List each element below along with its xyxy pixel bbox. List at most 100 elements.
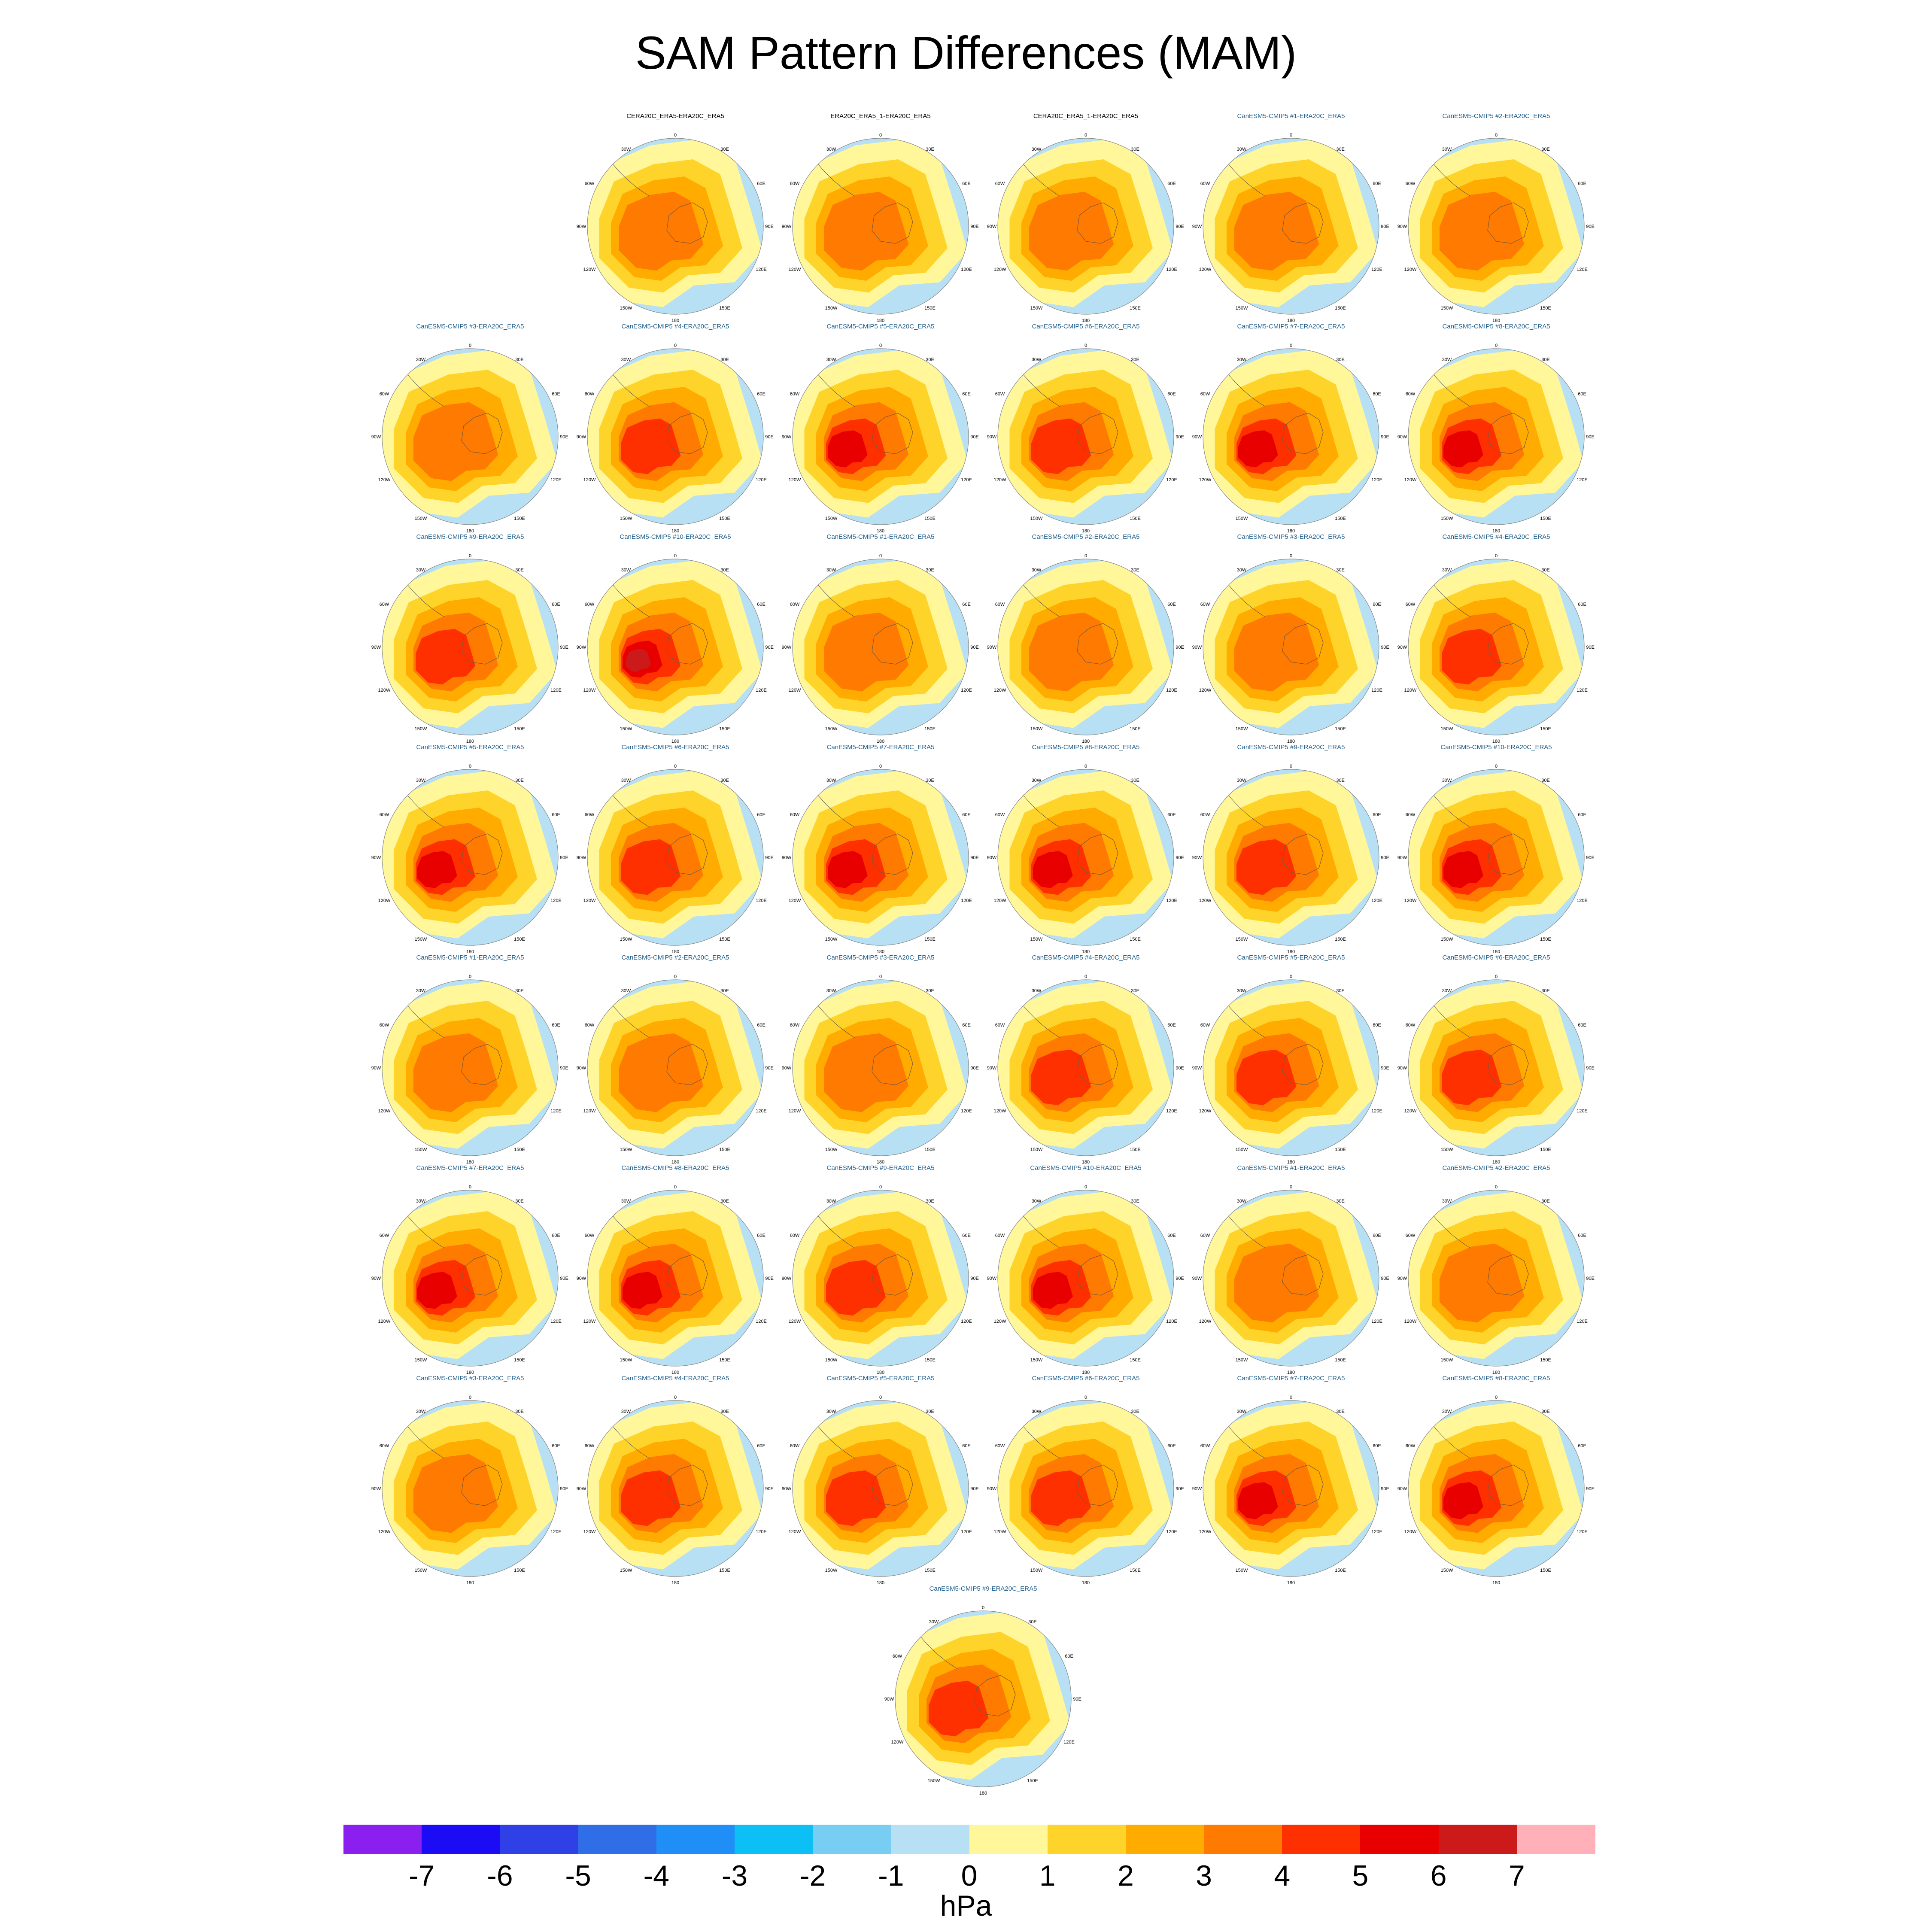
map-boundary <box>382 769 559 946</box>
longitude-label: 180 <box>1082 739 1090 744</box>
map-boundary <box>382 1400 559 1577</box>
panel-title: ERA20C_ERA5_1-ERA20C_ERA5 <box>830 112 931 120</box>
longitude-label: 30W <box>1442 778 1452 783</box>
longitude-label: 120E <box>1371 1319 1382 1324</box>
longitude-label: 60W <box>1200 602 1210 607</box>
longitude-label: 150W <box>620 937 632 942</box>
longitude-label: 30E <box>926 568 934 573</box>
longitude-label: 90W <box>577 224 586 229</box>
antarctica-coastline <box>1282 413 1324 454</box>
longitude-label: 30E <box>1131 1409 1139 1414</box>
longitude-label: 150E <box>1540 1147 1551 1152</box>
longitude-label: 120W <box>1199 1319 1212 1324</box>
longitude-label: 90E <box>970 855 979 860</box>
longitude-label: 180 <box>1492 1160 1500 1165</box>
longitude-label: 30E <box>1541 1409 1550 1414</box>
longitude-label: 30E <box>1131 568 1139 573</box>
south-america-coastline <box>1226 1213 1266 1249</box>
map-panel: CERA20C_ERA5_1-ERA20C_ERA5 0 30W 30E 60W 60E 9… <box>983 112 1189 323</box>
map-panel: CanESM5-CMIP5 #6-ERA20C_ERA5 0 30W 30E 60W 60… <box>572 744 778 954</box>
south-america-coastline <box>611 161 650 197</box>
longitude-label: 30W <box>1237 988 1247 993</box>
longitude-label: 30W <box>1237 357 1247 362</box>
longitude-label: 150W <box>825 1147 838 1152</box>
longitude-label: 30W <box>929 1619 939 1625</box>
longitude-label: 30E <box>1131 778 1139 783</box>
longitude-label: 150E <box>514 516 525 521</box>
map-panel: CanESM5-CMIP5 #6-ERA20C_ERA5 0 30W 30E 60W 60… <box>983 1375 1189 1586</box>
longitude-label: 60E <box>552 812 560 817</box>
longitude-label: 150W <box>415 1358 427 1363</box>
longitude-label: 120E <box>1577 1319 1588 1324</box>
antarctica-coastline <box>1077 623 1118 665</box>
map-panel: CanESM5-CMIP5 #7-ERA20C_ERA5 0 30W 30E 60W 60… <box>367 1164 573 1375</box>
antarctica-coastline <box>1487 1044 1529 1085</box>
contour-level-5 <box>1033 1272 1073 1309</box>
polar-stereographic-map: 0 30W 30E 60W 60E 90W 90E 120W 120E 150W 150E 180 <box>577 1395 774 1586</box>
longitude-label: 90E <box>1586 855 1595 860</box>
longitude-label: 150W <box>1441 1568 1453 1573</box>
longitude-label: 180 <box>1082 1580 1090 1586</box>
map-boundary <box>997 1400 1174 1577</box>
antarctica-coastline <box>666 833 708 875</box>
longitude-label: 120E <box>550 477 562 483</box>
longitude-label: 150E <box>1540 726 1551 732</box>
panel-title: CanESM5-CMIP5 #6-ERA20C_ERA5 <box>1032 1375 1140 1382</box>
longitude-label: 60E <box>757 1443 766 1449</box>
longitude-label: 30E <box>720 1199 729 1204</box>
longitude-label: 180 <box>1492 1370 1500 1375</box>
longitude-label: 60E <box>962 1443 971 1449</box>
longitude-label: 120W <box>789 898 801 903</box>
longitude-label: 120W <box>583 1529 596 1534</box>
longitude-label: 90W <box>987 434 997 440</box>
longitude-label: 150W <box>620 726 632 732</box>
longitude-label: 60E <box>962 602 971 607</box>
polar-stereographic-map: 0 30W 30E 60W 60E 90W 90E 120W 120E 150W 150E 180 <box>1397 1395 1595 1586</box>
south-america-coastline <box>1431 1003 1471 1038</box>
longitude-label: 30E <box>1336 778 1345 783</box>
longitude-label: 90W <box>371 645 381 650</box>
longitude-label: 120E <box>1577 1529 1588 1534</box>
panel-title: CanESM5-CMIP5 #9-ERA20C_ERA5 <box>826 1164 935 1172</box>
longitude-label: 90W <box>577 434 586 440</box>
polar-stereographic-map: 0 30W 30E 60W 60E 90W 90E 120W 120E 150W 150E 180 <box>371 1395 568 1586</box>
longitude-label: 90E <box>560 645 568 650</box>
antarctica-coastline <box>461 413 503 454</box>
longitude-label: 60W <box>790 602 800 607</box>
longitude-label: 0 <box>879 1185 882 1190</box>
colorbar-tick-label: 6 <box>1430 1859 1447 1892</box>
longitude-label: 180 <box>1492 739 1500 744</box>
longitude-label: 30E <box>515 778 524 783</box>
longitude-label: 150W <box>620 1568 632 1573</box>
longitude-label: 120E <box>1166 267 1177 272</box>
longitude-label: 0 <box>1290 133 1292 138</box>
longitude-label: 90W <box>1192 1486 1202 1492</box>
longitude-label: 90W <box>371 1486 381 1492</box>
longitude-label: 120E <box>1577 688 1588 693</box>
longitude-label: 90W <box>1397 434 1407 440</box>
south-america-coastline <box>816 793 855 828</box>
map-panel: CanESM5-CMIP5 #4-ERA20C_ERA5 0 30W 30E 60W 60… <box>572 323 778 534</box>
colorbar <box>343 1825 1595 1854</box>
south-america-coastline <box>1226 1003 1266 1038</box>
colorbar-box <box>1047 1825 1126 1854</box>
longitude-label: 0 <box>879 553 882 559</box>
longitude-label: 90W <box>1192 645 1202 650</box>
contour-level-4 <box>621 418 681 474</box>
longitude-label: 0 <box>674 553 677 559</box>
colorbar-box <box>500 1825 579 1854</box>
antarctica-coastline <box>1282 623 1324 665</box>
longitude-label: 0 <box>1495 1395 1498 1400</box>
longitude-label: 30W <box>621 1409 631 1414</box>
polar-stereographic-map: 0 30W 30E 60W 60E 90W 90E 120W 120E 150W 150E 180 <box>782 343 979 534</box>
contour-level-3 <box>1234 612 1319 692</box>
longitude-label: 120W <box>583 477 596 483</box>
contour-level-3 <box>413 1033 498 1112</box>
map-boundary <box>587 1190 764 1367</box>
longitude-label: 120W <box>789 267 801 272</box>
longitude-label: 150E <box>1130 1147 1141 1152</box>
colorbar-tick-label: -4 <box>643 1859 669 1892</box>
longitude-label: 60W <box>380 392 389 397</box>
polar-stereographic-map: 0 30W 30E 60W 60E 90W 90E 120W 120E 150W 150E 180 <box>782 133 979 323</box>
longitude-label: 120W <box>789 1109 801 1114</box>
